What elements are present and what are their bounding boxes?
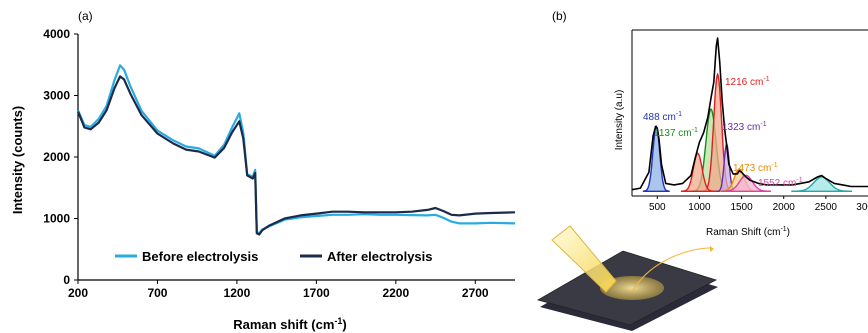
panel-a-y-tick-label: 4000 <box>43 27 70 41</box>
panel-a-x-axis-label-sup: -1 <box>334 316 342 326</box>
panel-b-label: (b) <box>552 9 567 23</box>
panel-b-x-axis-label-sup: -1 <box>780 226 786 233</box>
panel-b-axes: 500 1000 1500 2000 2500 300 <box>631 29 868 213</box>
panel-a-x-axis-label-end: ) <box>342 317 346 332</box>
panel-b-peak-label: 1216 cm-1 <box>725 76 770 88</box>
panel-b-peak-fits <box>631 37 868 192</box>
panel-b-chart: (b) 5001000150020002500300 488 cm-11137 … <box>552 9 868 238</box>
panel-b-peak-label-sup: -1 <box>676 111 682 118</box>
panel-a-legend: Before electrolysis After electrolysis <box>115 249 433 264</box>
panel-b-peak-label-sup: -1 <box>796 177 802 184</box>
panel-b-peak-label-sup: -1 <box>692 127 698 134</box>
panel-b-x-axis-label-end: ) <box>787 227 790 238</box>
panel-b-x-axis-label: Raman Shift (cm-1) <box>706 226 790 238</box>
panel-b-peak-label: 1323 cm-1 <box>722 121 767 133</box>
panel-b-peak-label: 1473 cm-1 <box>733 162 778 174</box>
panel-b-peak-label: 1552 cm-1 <box>758 177 803 189</box>
panel-a-x-tick-label: 2700 <box>462 286 489 300</box>
connector-arrow-icon <box>710 246 714 252</box>
panel-a-x-tick-label: 1700 <box>303 286 330 300</box>
panel-b-x-tick-label: 1500 <box>730 202 753 213</box>
panel-a-axes: 0 1000 2000 3000 4000 200 700 1200 1700 2200 2700 <box>43 27 515 300</box>
connector-curve <box>631 247 711 293</box>
panel-a-y-tick-label: 3000 <box>43 89 70 103</box>
panel-b-peak-label-text: 488 cm <box>643 112 676 123</box>
panel-a-x-tick-label: 700 <box>147 286 167 300</box>
panel-b-x-tick-label: 1000 <box>688 202 711 213</box>
panel-b-peak-label-text: 1137 cm <box>654 128 692 139</box>
laser-spot <box>600 276 664 300</box>
panel-a-legend-label: After electrolysis <box>327 249 433 264</box>
laser-sample-illustration <box>536 225 718 331</box>
panel-a-x-axis-label: Raman shift (cm-1) <box>233 316 347 332</box>
panel-a-series <box>76 64 516 236</box>
panel-b-x-tick-label: 500 <box>649 202 666 213</box>
panel-b-x-tick-label-clipped: 300 <box>856 202 868 213</box>
panel-a-label: (a) <box>78 9 93 23</box>
panel-b-x-tick-label: 2000 <box>773 202 796 213</box>
panel-b-peak-label-sup: -1 <box>763 76 769 83</box>
panel-b-measured-spectrum <box>631 37 868 191</box>
panel-b-peak-label-text: 1323 cm <box>722 122 760 133</box>
panel-b-peak-label-sup: -1 <box>760 121 766 128</box>
panel-b-peak-fit-7 <box>791 176 852 192</box>
panel-b-peak-label-text: 1216 cm <box>725 77 763 88</box>
panel-a-x-tick-label: 2200 <box>382 286 409 300</box>
panel-a-x-tick-label: 1200 <box>224 286 251 300</box>
panel-a-x-axis-label-text: Raman shift (cm <box>233 317 334 332</box>
laser-beam <box>551 225 617 293</box>
panel-a-chart: (a) 0 1000 2000 3000 4000 200 700 1200 1700 2200 2… <box>10 9 516 332</box>
panel-a-y-tick-label: 2000 <box>43 150 70 164</box>
panel-a-series-line-2 <box>76 75 516 236</box>
panel-b-peak-label-sup: -1 <box>771 162 777 169</box>
panel-b-peak-label-text: 1473 cm <box>733 163 771 174</box>
panel-b-x-axis-label-text: Raman Shift (cm <box>706 227 780 238</box>
panel-a-y-tick-label: 0 <box>63 273 70 287</box>
panel-a-y-axis-label: Intensity (counts) <box>10 106 25 214</box>
panel-a-legend-label: Before electrolysis <box>142 249 258 264</box>
panel-b-peak-fit-6 <box>721 174 771 192</box>
panel-b-peak-fit-8 <box>680 152 715 192</box>
panel-b-peak-label-text: 1552 cm <box>758 178 796 189</box>
panel-b-peak-label: 488 cm-1 <box>643 111 682 123</box>
panel-b-x-tick-label: 2500 <box>815 202 838 213</box>
panel-a-y-tick-label: 1000 <box>43 212 70 226</box>
panel-b-y-axis-label: Intensity (a.u) <box>614 90 625 151</box>
panel-a-x-tick-label: 200 <box>68 286 88 300</box>
panel-b-peak-label: 1137 cm-1 <box>654 127 698 139</box>
panel-a-series-line-1 <box>76 64 516 235</box>
